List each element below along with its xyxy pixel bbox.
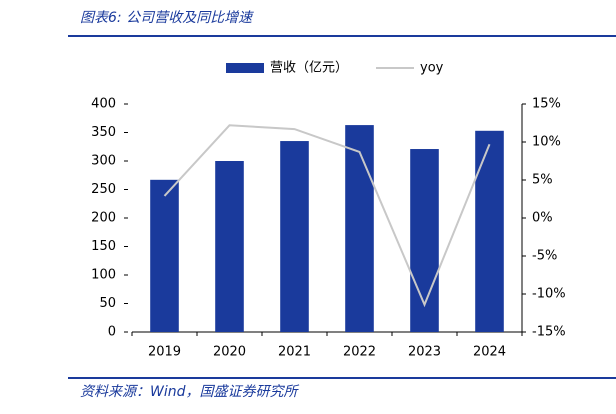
legend-swatch (226, 63, 264, 73)
y2-tick-label: -5% (532, 249, 557, 264)
y2-tick-label: -15% (532, 325, 566, 340)
x-tick-label: 2021 (278, 345, 311, 360)
x-tick-label: 2022 (343, 345, 376, 360)
y-tick-label: 50 (99, 296, 116, 311)
y-tick-label: 0 (108, 325, 116, 340)
y-tick-label: 350 (91, 125, 116, 140)
y2-tick-label: 10% (532, 135, 561, 150)
y-tick-label: 300 (91, 154, 116, 169)
bar (215, 161, 244, 332)
bar (280, 141, 309, 332)
x-tick-label: 2023 (408, 345, 441, 360)
y-tick-label: 200 (91, 211, 116, 226)
x-tick-label: 2019 (148, 345, 181, 360)
y2-tick-label: 15% (532, 97, 561, 112)
yoy-line (163, 124, 491, 308)
x-tick-label: 2024 (473, 345, 506, 360)
y2-tick-label: 0% (532, 211, 553, 226)
x-tick-label: 2020 (213, 345, 246, 360)
y2-tick-label: 5% (532, 173, 553, 188)
y-tick-label: 250 (91, 182, 116, 197)
chart-title: 图表6: 公司营收及同比增速 (80, 10, 254, 26)
legend-label: yoy (420, 61, 444, 76)
bar (150, 179, 179, 332)
bar (475, 130, 504, 332)
y-tick-label: 100 (91, 268, 116, 283)
source-note: 资料来源：Wind，国盛证券研究所 (80, 384, 299, 400)
bar (345, 125, 374, 332)
y-tick-label: 400 (91, 97, 116, 112)
y2-tick-label: -10% (532, 287, 566, 302)
y-tick-label: 150 (91, 239, 116, 254)
bar (410, 149, 439, 332)
legend-label: 营收（亿元） (270, 61, 348, 76)
